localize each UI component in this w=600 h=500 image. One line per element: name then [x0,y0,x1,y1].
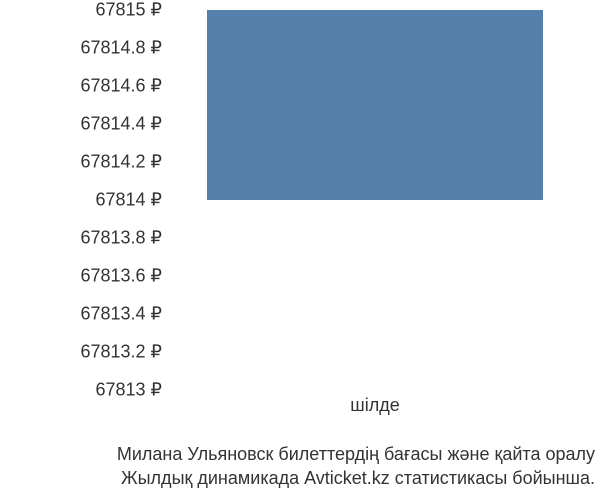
y-tick-label: 67814 ₽ [95,190,162,211]
caption-line-1: Милана Ульяновск билеттердің бағасы және… [0,443,595,466]
y-tick-label: 67813.4 ₽ [80,304,162,325]
x-tick-label: шілде [350,395,399,416]
y-axis: 67815 ₽67814.8 ₽67814.6 ₽67814.4 ₽67814.… [0,10,170,390]
y-tick-label: 67813 ₽ [95,380,162,401]
plot-area [175,10,575,390]
bar [207,10,543,200]
y-tick-label: 67814.6 ₽ [80,76,162,97]
y-tick-label: 67814.2 ₽ [80,152,162,173]
y-tick-label: 67813.2 ₽ [80,342,162,363]
x-axis: шілде [175,395,575,425]
y-tick-label: 67815 ₽ [95,0,162,21]
chart-caption: Милана Ульяновск билеттердің бағасы және… [0,443,595,490]
y-tick-label: 67814.4 ₽ [80,114,162,135]
caption-line-2: Жылдық динамикада Avticket.kz статистика… [0,467,595,490]
price-chart: 67815 ₽ 67814.8 ₽ 67814.6 ₽ 67814.4 ₽ 67814.… [0,0,600,500]
y-tick-label: 67813.8 ₽ [80,228,162,249]
y-tick-label: 67813.6 ₽ [80,266,162,287]
y-tick-label: 67814.8 ₽ [80,38,162,59]
